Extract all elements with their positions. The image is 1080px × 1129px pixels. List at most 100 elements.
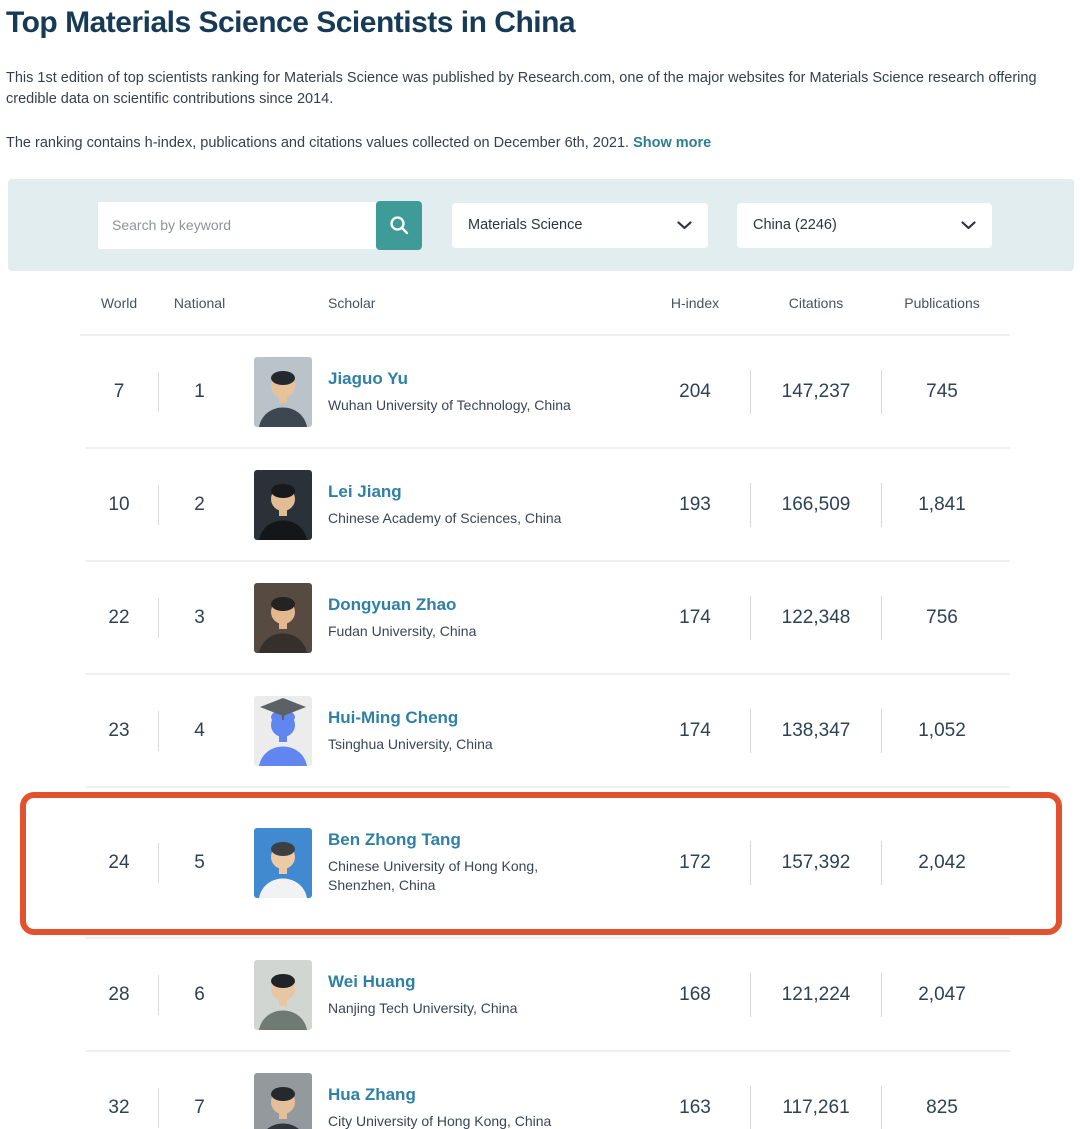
rank-divider [158, 710, 159, 751]
scholar-table-body: 7 1 Jiaguo Yu Wuhan University of Techno… [20, 336, 1062, 1129]
metric-divider [750, 369, 751, 414]
scholar-avatar[interactable] [254, 1072, 312, 1129]
metric-divider [881, 369, 882, 414]
world-rank: 7 [113, 380, 125, 402]
column-header-citations: Citations [788, 294, 844, 311]
scholar-name-link[interactable]: Hui-Ming Cheng [328, 707, 459, 727]
h-index-value: 204 [679, 380, 711, 402]
table-row: 7 1 Jiaguo Yu Wuhan University of Techno… [80, 336, 1010, 449]
show-more-link[interactable]: Show more [633, 135, 712, 151]
scholar-table: World National Scholar H-index Citations… [20, 271, 1062, 1129]
world-rank: 28 [108, 983, 130, 1005]
scholar-name-link[interactable]: Lei Jiang [328, 481, 402, 501]
citations-value: 122,348 [781, 606, 851, 628]
scholar-name-link[interactable]: Dongyuan Zhao [328, 594, 457, 614]
publications-value: 2,047 [918, 983, 966, 1005]
page-title: Top Materials Science Scientists in Chin… [6, 6, 576, 39]
table-row: 22 3 Dongyuan Zhao Fudan University, Chi… [80, 562, 1010, 675]
scholar-avatar[interactable] [254, 959, 312, 1030]
citations-value: 166,509 [781, 493, 851, 515]
national-rank: 1 [194, 380, 205, 402]
table-header: World National Scholar H-index Citations… [80, 271, 1010, 336]
world-rank: 10 [108, 493, 130, 515]
rank-divider [158, 1087, 159, 1128]
scholar-name-link[interactable]: Jiaguo Yu [328, 368, 408, 388]
h-index-value: 163 [679, 1096, 711, 1118]
publications-value: 1,841 [918, 493, 966, 515]
metric-divider [750, 708, 751, 753]
country-dropdown-value: China (2246) [753, 217, 837, 233]
world-rank: 22 [108, 606, 130, 628]
scholar-affiliation: City University of Hong Kong, China [328, 1112, 552, 1129]
metric-divider [750, 972, 751, 1017]
chevron-down-icon [677, 220, 692, 230]
scholar-avatar[interactable] [254, 469, 312, 540]
h-index-value: 172 [679, 851, 711, 873]
citations-value: 117,261 [782, 1096, 850, 1118]
metric-divider [750, 840, 751, 885]
search-button[interactable] [376, 200, 422, 250]
metric-divider [881, 840, 882, 885]
rank-divider [158, 974, 159, 1015]
rank-divider [158, 371, 159, 412]
discipline-dropdown[interactable]: Materials Science [452, 202, 708, 248]
h-index-value: 174 [679, 719, 711, 741]
search-input[interactable] [97, 200, 376, 250]
row-separator [85, 447, 1010, 449]
publications-value: 825 [926, 1096, 958, 1118]
table-row: 23 4 Hui-Ming Cheng Tsinghua University,… [80, 675, 1010, 788]
national-rank: 7 [194, 1096, 205, 1118]
world-rank: 23 [108, 719, 130, 741]
scholar-name-link[interactable]: Wei Huang [328, 971, 416, 991]
intro-paragraph-2-text: The ranking contains h-index, publicatio… [6, 135, 630, 151]
row-separator [85, 1050, 1010, 1052]
search-group [97, 200, 422, 250]
table-row: 28 6 Wei Huang Nanjing Tech University, … [80, 939, 1010, 1052]
row-separator [85, 937, 1010, 939]
scholar-avatar[interactable] [254, 695, 312, 766]
citations-value: 157,392 [781, 851, 851, 873]
metric-divider [881, 708, 882, 753]
column-header-national: National [173, 294, 226, 311]
table-row: 32 7 Hua Zhang City University of Hong K… [80, 1052, 1010, 1129]
national-rank: 2 [194, 493, 205, 515]
scholar-avatar[interactable] [254, 827, 312, 898]
column-header-scholar: Scholar [328, 294, 376, 311]
column-header-publications: Publications [904, 294, 980, 311]
metric-divider [881, 595, 882, 640]
metric-divider [881, 482, 882, 527]
h-index-value: 193 [679, 493, 711, 515]
world-rank: 24 [108, 851, 130, 873]
national-rank: 5 [194, 851, 205, 873]
scholar-affiliation: Fudan University, China [328, 622, 477, 639]
scholar-affiliation: Tsinghua University, China [328, 735, 493, 752]
intro-paragraph-1: This 1st edition of top scientists ranki… [6, 70, 1037, 107]
scholar-affiliation: Wuhan University of Technology, China [328, 396, 571, 413]
scholar-avatar[interactable] [254, 356, 312, 427]
metric-divider [750, 1085, 751, 1129]
country-dropdown[interactable]: China (2246) [737, 202, 992, 248]
national-rank: 3 [194, 606, 205, 628]
publications-value: 756 [926, 606, 958, 628]
publications-value: 745 [926, 380, 958, 402]
discipline-dropdown-value: Materials Science [468, 217, 583, 233]
row-separator [85, 560, 1010, 562]
national-rank: 6 [194, 983, 205, 1005]
scholar-avatar[interactable] [254, 582, 312, 653]
publications-value: 2,042 [918, 851, 966, 873]
rank-divider [158, 484, 159, 525]
scholar-affiliation: Chinese University of Hong Kong, Shenzhe… [328, 858, 539, 893]
h-index-value: 168 [679, 983, 711, 1005]
scholar-name-link[interactable]: Ben Zhong Tang [328, 830, 461, 849]
search-icon [389, 215, 410, 236]
chevron-down-icon [961, 220, 976, 230]
scholar-affiliation: Nanjing Tech University, China [328, 999, 518, 1016]
intro-paragraph-2: The ranking contains h-index, publicatio… [6, 133, 1072, 154]
scholar-name-link[interactable]: Hua Zhang [328, 1084, 416, 1104]
scholar-affiliation: Chinese Academy of Sciences, China [328, 509, 562, 526]
filter-bar: Materials Science China (2246) [8, 179, 1074, 271]
metric-divider [881, 972, 882, 1017]
publications-value: 1,052 [918, 719, 966, 741]
metric-divider [750, 595, 751, 640]
